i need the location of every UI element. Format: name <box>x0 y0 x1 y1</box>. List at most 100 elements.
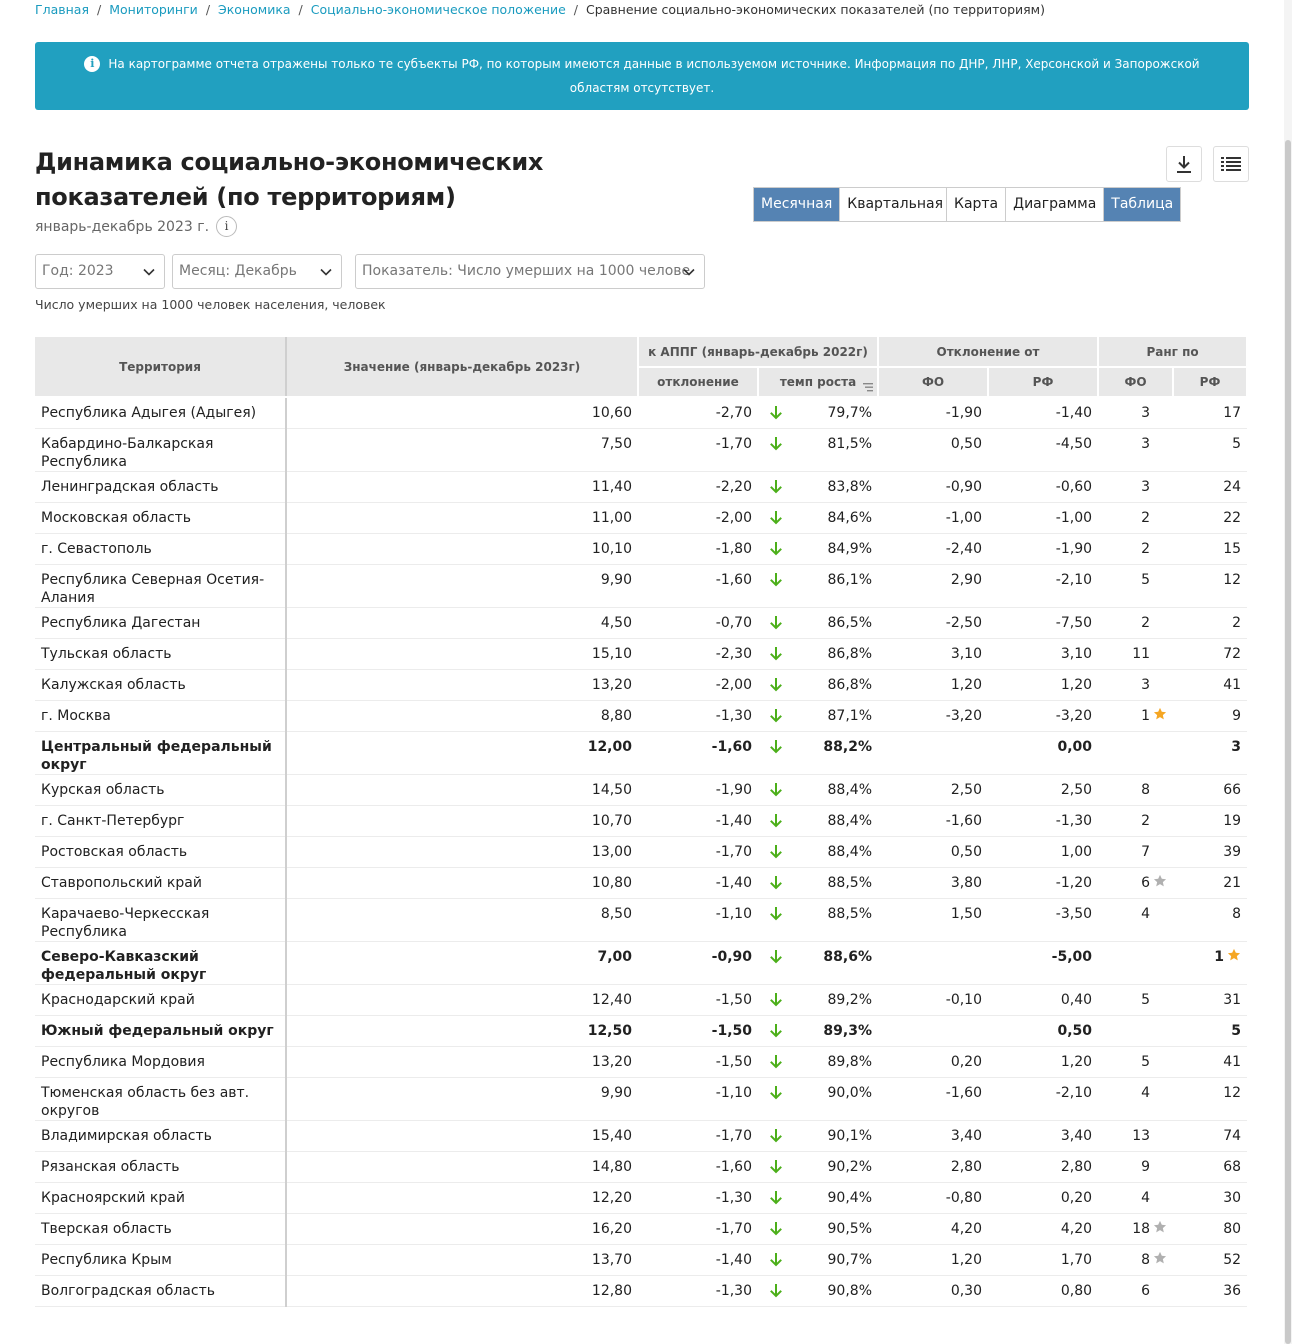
unit-label: Число умерших на 1000 человек населения,… <box>35 297 386 312</box>
cell-diff-fo: -1,00 <box>878 502 988 534</box>
table-row[interactable]: Краснодарский край 12,40 -1,50 89,2% -0,10 0,… <box>35 984 1248 1016</box>
month-select[interactable]: Месяц: Декабрь <box>172 254 342 289</box>
cell-growth: 90,4% <box>758 1182 878 1214</box>
cell-diff-fo: 0,50 <box>878 836 988 868</box>
table-row[interactable]: Республика Мордовия 13,20 -1,50 89,8% 0,20 1,… <box>35 1046 1248 1078</box>
indicator-select[interactable]: Показатель: Число умерших на 1000 челове <box>355 254 705 289</box>
header-value[interactable]: Значение (январь-декабрь 2023г) <box>286 337 639 398</box>
table-row[interactable]: г. Санкт-Петербург 10,70 -1,40 88,4% -1,60 -1… <box>35 805 1248 837</box>
header-rank-fo[interactable]: ФО <box>1098 367 1175 398</box>
cell-value: 11,00 <box>286 502 638 534</box>
cell-growth: 83,8% <box>758 471 878 503</box>
table-row[interactable]: г. Москва 8,80 -1,30 87,1% -3,20 -3,20 1 9 <box>35 700 1248 732</box>
arrow-down-icon <box>769 509 783 530</box>
table-row[interactable]: Волгоградская область 12,80 -1,30 90,8% 0,30… <box>35 1275 1248 1307</box>
table-row[interactable]: Северо-Кавказский федеральный округ 7,00-… <box>35 941 1248 985</box>
table-row[interactable]: Южный федеральный округ 12,50 -1,50 89,3% 0,… <box>35 1015 1248 1047</box>
cell-rank-fo: 5 <box>1098 1046 1174 1078</box>
table-row[interactable]: Тульская область 15,10 -2,30 86,8% 3,10 3,10 1… <box>35 638 1248 670</box>
toggle-table[interactable]: Таблица <box>1104 188 1181 221</box>
header-territory[interactable]: Территория <box>35 337 287 398</box>
arrow-down-icon <box>769 738 783 759</box>
arrow-down-icon <box>769 905 783 926</box>
cell-diff-fo <box>878 731 988 775</box>
cell-growth: 88,6% <box>758 941 878 985</box>
toggle-quarterly[interactable]: Квартальная <box>840 188 950 221</box>
cell-value: 9,90 <box>286 1077 638 1121</box>
table-row[interactable]: г. Севастополь 10,10 -1,80 84,9% -2,40 -1,90 2… <box>35 533 1248 565</box>
header-diff-rf[interactable]: РФ <box>988 367 1100 398</box>
header-growth-label: темп роста <box>779 375 857 389</box>
table-row[interactable]: Республика Северная Осетия-Алания 9,90 -1,… <box>35 564 1248 608</box>
cell-diff-rf: 0,40 <box>988 984 1099 1016</box>
header-growth[interactable]: темп роста <box>758 367 879 398</box>
header-deviation[interactable]: отклонение <box>638 367 759 398</box>
cell-deviation: -1,90 <box>638 774 758 806</box>
cell-diff-rf: 1,70 <box>988 1244 1099 1276</box>
header-diff-fo[interactable]: ФО <box>878 367 989 398</box>
cell-territory: Ставропольский край <box>35 867 287 899</box>
table-row[interactable]: Ставропольский край 10,80 -1,40 88,5% 3,80 -1… <box>35 867 1248 899</box>
table-row[interactable]: Республика Адыгея (Адыгея) 10,60 -2,70 79,7… <box>35 397 1248 429</box>
breadcrumb-link-home[interactable]: Главная <box>35 2 89 17</box>
cell-diff-fo: 1,50 <box>878 898 988 942</box>
table-row[interactable]: Красноярский край 12,20 -1,30 90,4% -0,80 0,2… <box>35 1182 1248 1214</box>
arrow-down-icon <box>769 1053 783 1074</box>
download-button[interactable] <box>1166 146 1202 182</box>
table-row[interactable]: Центральный федеральный округ 12,00 -1,60 8… <box>35 731 1248 775</box>
toggle-chart[interactable]: Диаграмма <box>1006 188 1105 221</box>
cell-territory: Республика Дагестан <box>35 607 287 639</box>
toggle-map[interactable]: Карта <box>947 188 1007 221</box>
breadcrumb-link-socio-economic[interactable]: Социально-экономическое положение <box>310 2 566 17</box>
cell-diff-fo: 3,40 <box>878 1120 988 1152</box>
cell-diff-fo: -0,10 <box>878 984 988 1016</box>
cell-rank-fo: 2 <box>1098 805 1174 837</box>
cell-growth: 89,8% <box>758 1046 878 1078</box>
table-row[interactable]: Ленинградская область 11,40 -2,20 83,8% -0,9… <box>35 471 1248 503</box>
data-table: Территория Значение (январь-декабрь 2023… <box>35 337 1249 1307</box>
breadcrumb-separator: / <box>205 2 211 17</box>
cell-diff-fo: -0,80 <box>878 1182 988 1214</box>
table-row[interactable]: Тверская область 16,20 -1,70 90,5% 4,20 4,20 1… <box>35 1213 1248 1245</box>
gold-star-icon <box>1153 707 1167 719</box>
table-row[interactable]: Карачаево-Черкесская Республика 8,50 -1,10… <box>35 898 1248 942</box>
period-info-icon[interactable]: i <box>216 216 238 237</box>
cell-diff-fo: 1,20 <box>878 1244 988 1276</box>
cell-diff-fo: -0,90 <box>878 471 988 503</box>
table-row[interactable]: Калужская область 13,20 -2,00 86,8% 1,20 1,20… <box>35 669 1248 701</box>
cell-deviation: -1,70 <box>638 836 758 868</box>
breadcrumb-current: Сравнение социально-экономических показа… <box>585 2 1045 17</box>
year-select[interactable]: Год: 2023 <box>35 254 165 289</box>
cell-value: 12,50 <box>286 1015 638 1047</box>
cell-growth: 81,5% <box>758 428 878 472</box>
table-row[interactable]: Республика Крым 13,70 -1,40 90,7% 1,20 1,70 8 5… <box>35 1244 1248 1276</box>
cell-rank-rf: 19 <box>1173 805 1248 837</box>
breadcrumb-link-economy[interactable]: Экономика <box>218 2 291 17</box>
cell-deviation: -1,40 <box>638 805 758 837</box>
table-row[interactable]: Ростовская область 13,00 -1,70 88,4% 0,50 1,0… <box>35 836 1248 868</box>
table-row[interactable]: Владимирская область 15,40 -1,70 90,1% 3,40 3… <box>35 1120 1248 1152</box>
breadcrumb-link-monitoring[interactable]: Мониторинги <box>109 2 198 17</box>
table-row[interactable]: Республика Дагестан 4,50 -0,70 86,5% -2,50 -7… <box>35 607 1248 639</box>
arrow-down-icon <box>769 645 783 666</box>
table-row[interactable]: Рязанская область 14,80 -1,60 90,2% 2,80 2,80… <box>35 1151 1248 1183</box>
arrow-down-icon <box>769 781 783 802</box>
cell-value: 7,50 <box>286 428 638 472</box>
cell-rank-rf: 31 <box>1173 984 1248 1016</box>
cell-rank-fo: 1 <box>1098 700 1174 732</box>
cell-diff-rf: -3,50 <box>988 898 1099 942</box>
cell-diff-fo: 4,20 <box>878 1213 988 1245</box>
toggle-monthly[interactable]: Месячная <box>754 188 841 221</box>
cell-deviation: -1,60 <box>638 1151 758 1183</box>
sort-icon[interactable] <box>863 383 873 392</box>
cell-diff-rf: -4,50 <box>988 428 1099 472</box>
table-row[interactable]: Курская область 14,50 -1,90 88,4% 2,50 2,50 8 6… <box>35 774 1248 806</box>
table-row[interactable]: Кабардино-Балкарская Республика 7,50 -1,70… <box>35 428 1248 472</box>
header-rank-rf[interactable]: РФ <box>1173 367 1249 398</box>
page-scrollbar-thumb[interactable] <box>1285 140 1291 1344</box>
table-row[interactable]: Московская область 11,00 -2,00 84,6% -1,00 -1… <box>35 502 1248 534</box>
cell-deviation: -0,70 <box>638 607 758 639</box>
menu-button[interactable] <box>1213 146 1249 182</box>
cell-rank-rf: 72 <box>1173 638 1248 670</box>
table-row[interactable]: Тюменская область без авт. округов 9,90 -1… <box>35 1077 1248 1121</box>
